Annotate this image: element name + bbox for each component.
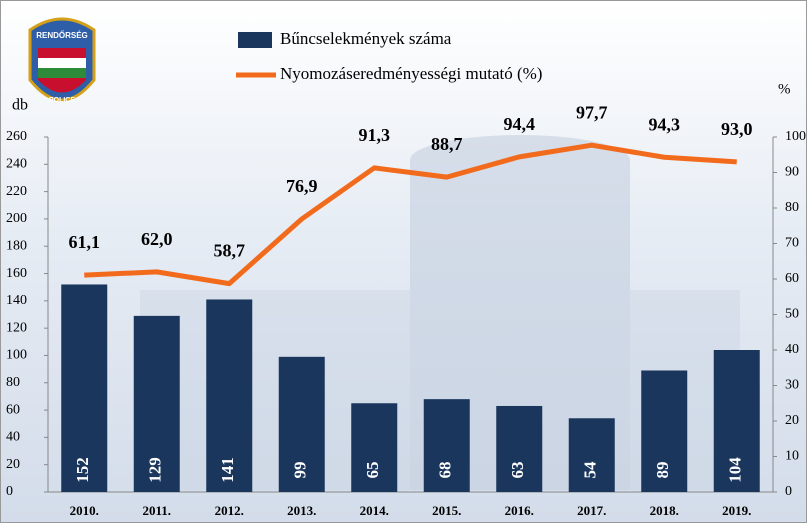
y-tick-label: 160 xyxy=(6,266,27,281)
x-tick-label: 2014. xyxy=(360,503,389,518)
x-tick-label: 2016. xyxy=(505,503,534,518)
y2-tick-label: 30 xyxy=(785,378,799,393)
bar-value-label: 89 xyxy=(653,462,672,479)
x-tick-label: 2011. xyxy=(142,503,171,518)
bar xyxy=(713,350,760,492)
y-tick-label: 0 xyxy=(6,484,13,499)
logo-text: POLICE xyxy=(49,97,75,104)
y2-tick-label: 50 xyxy=(785,307,799,322)
x-tick-label: 2010. xyxy=(70,503,99,518)
line-value-label: 94,3 xyxy=(649,114,681,134)
bar xyxy=(641,370,688,492)
line-value-label: 58,7 xyxy=(214,241,246,261)
y-tick-label: 80 xyxy=(6,375,20,390)
y2-tick-label: 40 xyxy=(785,342,799,357)
bar xyxy=(351,403,398,492)
legend-label: Bűncselekmények száma xyxy=(280,29,452,48)
bar-value-label: 152 xyxy=(73,457,92,483)
bar xyxy=(496,405,543,492)
y-tick-label: 180 xyxy=(6,238,27,253)
x-tick-label: 2017. xyxy=(577,503,606,518)
y-tick-label: 100 xyxy=(6,348,27,363)
bar-value-label: 63 xyxy=(508,462,527,479)
y2-tick-label: 60 xyxy=(785,271,799,286)
y-tick-label: 60 xyxy=(6,402,20,417)
y2-tick-label: 20 xyxy=(785,413,799,428)
y-tick-label: 200 xyxy=(6,211,27,226)
bar-value-label: 99 xyxy=(291,462,310,479)
bar xyxy=(278,356,325,492)
line-value-label: 62,0 xyxy=(141,229,173,249)
y-tick-label: 260 xyxy=(6,129,27,144)
x-tick-label: 2012. xyxy=(215,503,244,518)
line-value-label: 61,1 xyxy=(69,232,101,252)
y2-axis-label: % xyxy=(778,81,791,97)
bar xyxy=(206,299,253,492)
line xyxy=(84,142,737,287)
logo-text: RENDŐRSÉG xyxy=(36,31,88,40)
y2-tick-label: 70 xyxy=(785,236,799,251)
y-tick-label: 20 xyxy=(6,457,20,472)
bar xyxy=(61,284,108,492)
y2-tick-label: 100 xyxy=(785,129,806,144)
legend-label: Nyomozáseredményességi mutató (%) xyxy=(280,64,542,83)
x-tick-label: 2019. xyxy=(722,503,751,518)
x-tick-label: 2018. xyxy=(650,503,679,518)
bar-value-label: 104 xyxy=(726,457,745,483)
bar-value-label: 141 xyxy=(218,457,237,483)
bar xyxy=(133,315,180,492)
bar xyxy=(568,418,615,492)
y-tick-label: 140 xyxy=(6,293,27,308)
y-tick-label: 40 xyxy=(6,430,20,445)
line-value-label: 94,4 xyxy=(504,114,536,134)
y-tick-label: 120 xyxy=(6,320,27,335)
bar-value-label: 129 xyxy=(146,457,165,483)
y2-tick-label: 10 xyxy=(785,449,799,464)
y2-tick-label: 0 xyxy=(785,484,792,499)
bar-value-label: 65 xyxy=(363,462,382,479)
y-tick-label: 240 xyxy=(6,157,27,172)
line-value-label: 76,9 xyxy=(286,176,318,196)
y2-tick-label: 90 xyxy=(785,165,799,180)
line-value-label: 91,3 xyxy=(359,125,391,145)
line-value-label: 88,7 xyxy=(431,134,463,154)
line-value-label: 97,7 xyxy=(576,102,608,122)
y-tick-label: 220 xyxy=(6,184,27,199)
x-tick-label: 2013. xyxy=(287,503,316,518)
y2-tick-label: 80 xyxy=(785,200,799,215)
line-value-label: 93,0 xyxy=(721,119,753,139)
bar-value-label: 68 xyxy=(436,462,455,479)
x-tick-label: 2015. xyxy=(432,503,461,518)
legend-swatch xyxy=(238,32,272,48)
logo: RENDŐRSÉG POLICE xyxy=(28,17,96,104)
bar xyxy=(423,399,470,492)
y-axis-label: db xyxy=(12,97,28,114)
bar-value-label: 54 xyxy=(581,461,600,479)
